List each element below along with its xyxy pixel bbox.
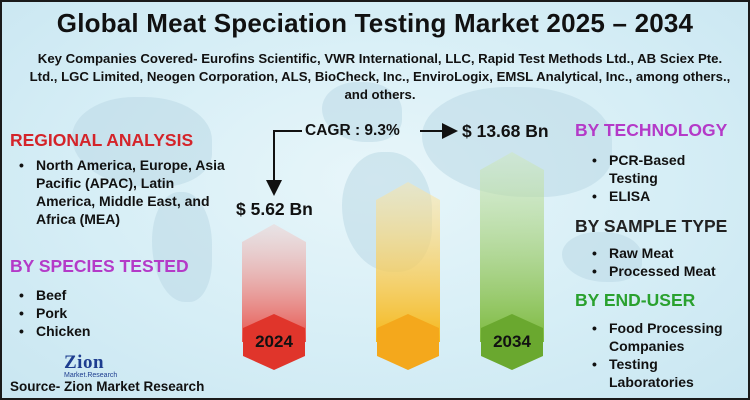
hexagon-middle — [377, 314, 439, 370]
species-list: Beef Pork Chicken — [12, 286, 212, 340]
list-item: Food Processing Companies — [585, 319, 745, 355]
regional-list: North America, Europe, Asia Pacific (APA… — [12, 156, 227, 228]
regional-analysis-heading: REGIONAL ANALYSIS — [10, 130, 194, 150]
key-companies-text: Key Companies Covered- Eurofins Scientif… — [29, 51, 731, 102]
list-item: Pork — [12, 304, 212, 322]
technology-heading: BY TECHNOLOGY — [575, 120, 728, 140]
start-year-label: 2024 — [255, 332, 293, 351]
list-item: Raw Meat — [585, 244, 745, 262]
bar-2024 — [242, 224, 306, 342]
sample-type-heading: BY SAMPLE TYPE — [575, 216, 728, 236]
source-text: Source- Zion Market Research — [10, 379, 205, 394]
list-item: North America, Europe, Asia Pacific (APA… — [12, 156, 227, 228]
list-item: PCR-Based Testing — [585, 151, 735, 187]
bar-2034 — [480, 152, 544, 342]
hexagon-2024 — [243, 314, 305, 370]
list-item: Chicken — [12, 322, 212, 340]
species-heading: BY SPECIES TESTED — [10, 256, 189, 276]
cagr-label: CAGR : 9.3% — [305, 122, 400, 139]
start-value-label: $ 5.62 Bn — [236, 199, 313, 219]
end-year-label: 2034 — [493, 332, 531, 351]
list-item: Beef — [12, 286, 212, 304]
list-item: Testing Laboratories — [585, 355, 745, 391]
end-user-list: Food Processing Companies Testing Labora… — [585, 319, 745, 391]
page-title: Global Meat Speciation Testing Market 20… — [56, 8, 694, 38]
bar-middle — [376, 182, 440, 342]
end-user-heading: BY END-USER — [575, 290, 696, 310]
technology-list: PCR-Based Testing ELISA — [585, 151, 735, 205]
zion-logo: Zion Market.Research — [64, 352, 124, 379]
list-item: ELISA — [585, 187, 735, 205]
hexagon-2034 — [481, 314, 543, 370]
sample-type-list: Raw Meat Processed Meat — [585, 244, 745, 280]
logo-brand: Zion — [64, 352, 105, 373]
cagr-down-arrow — [266, 130, 302, 196]
map-europe — [322, 82, 402, 142]
logo-tagline: Market.Research — [64, 372, 118, 379]
list-item: Processed Meat — [585, 262, 745, 280]
end-value-label: $ 13.68 Bn — [462, 121, 549, 141]
